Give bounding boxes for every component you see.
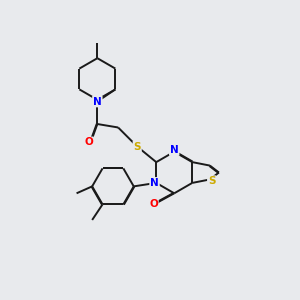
Text: N: N [170, 145, 178, 155]
Text: N: N [150, 178, 159, 188]
Text: S: S [134, 142, 141, 152]
Text: S: S [208, 176, 215, 186]
Text: O: O [149, 199, 158, 209]
Text: O: O [84, 137, 93, 147]
Text: N: N [93, 97, 102, 106]
